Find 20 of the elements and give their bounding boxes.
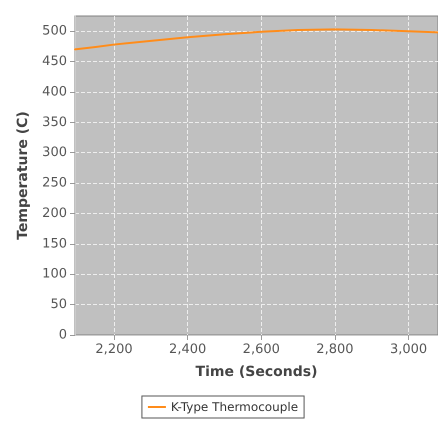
y-tick-label: 250 — [42, 176, 67, 191]
y-tick-label: 0 — [58, 328, 67, 342]
x-tick-label: 2,400 — [169, 342, 206, 357]
y-tick-label: 200 — [42, 206, 67, 221]
y-tick-label: 50 — [50, 297, 67, 312]
legend-label: K-Type Thermocouple — [170, 400, 298, 414]
y-tick-label: 300 — [42, 145, 67, 160]
y-axis-title: Temperature (C) — [15, 111, 31, 240]
x-tick-label: 3,000 — [390, 342, 428, 357]
y-tick-label: 400 — [42, 84, 67, 100]
y-tick-label: 100 — [42, 266, 67, 282]
y-tick-label: 350 — [42, 114, 67, 130]
line-series — [74, 28, 438, 50]
y-tick-label: 500 — [42, 24, 67, 39]
x-axis-title: Time (Seconds) — [196, 364, 318, 380]
x-tick-label: 2,600 — [242, 342, 280, 357]
x-tick-label: 2,800 — [316, 342, 354, 357]
y-tick-label: 450 — [42, 54, 67, 70]
x-tick-label: 2,200 — [95, 342, 133, 357]
y-tick-label: 150 — [42, 236, 67, 252]
